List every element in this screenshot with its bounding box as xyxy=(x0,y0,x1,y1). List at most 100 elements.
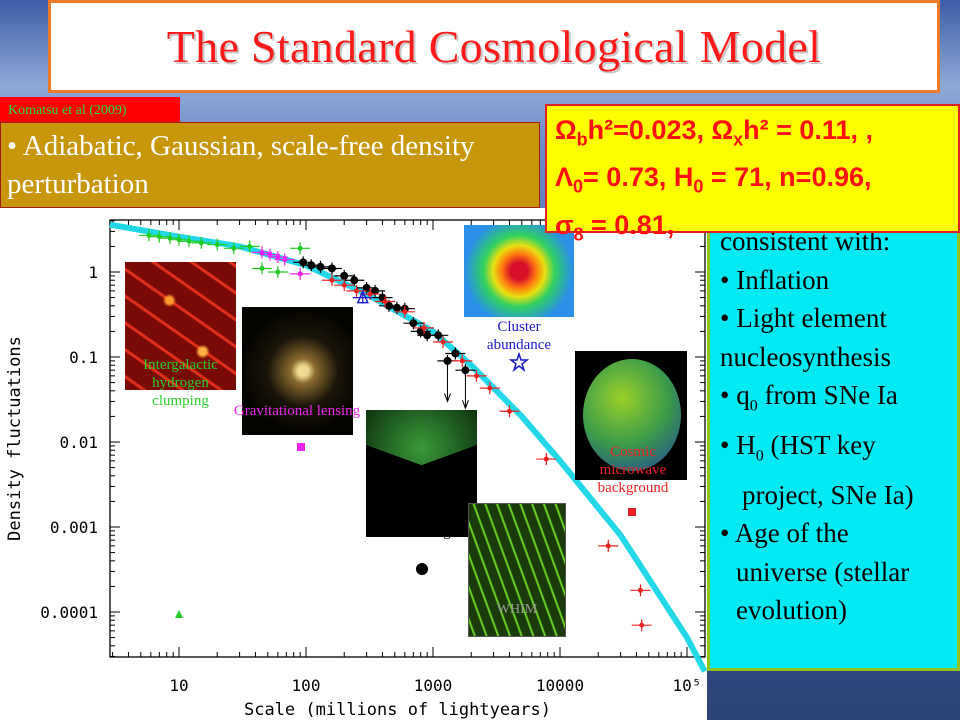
side-line: • Light element xyxy=(720,303,887,333)
y-tick-label: 1 xyxy=(88,263,98,282)
p-text: h² = 0.11, , xyxy=(743,115,873,145)
density-chart: 10 100 1000 10000 10⁵ 1 0.1 0.01 0.001 0.0001 Scal… xyxy=(5,219,708,720)
data-point xyxy=(282,257,288,263)
model-curve xyxy=(109,221,708,673)
data-point xyxy=(423,331,432,340)
data-point xyxy=(340,271,349,280)
x-tick-label: 10 xyxy=(169,676,188,695)
cmb-image xyxy=(575,351,687,480)
p-text: Λ xyxy=(555,162,574,193)
data-point xyxy=(341,282,347,288)
data-point xyxy=(275,254,281,260)
data-point xyxy=(354,288,360,294)
p-text: σ xyxy=(555,209,574,240)
data-point xyxy=(451,349,460,358)
y-tick-label: 0.01 xyxy=(59,433,98,452)
data-point xyxy=(259,249,265,255)
data-point xyxy=(356,289,369,304)
whim-caption: WHIM xyxy=(496,602,538,617)
data-point xyxy=(443,356,452,365)
side-line: nucleosynthesis xyxy=(720,341,891,372)
plot-frame xyxy=(109,219,706,658)
side-line: • H0 (HST key xyxy=(720,429,876,465)
sdss-caption: SDSS galaxy clustering xyxy=(381,506,461,540)
lensing-image xyxy=(242,307,353,435)
x-tick-label: 100 xyxy=(292,676,321,695)
data-point xyxy=(267,252,273,258)
sdss-marker xyxy=(416,563,428,575)
consistency-panel: consistent with: • Inflation • Light ele… xyxy=(707,225,960,671)
slide-title: The Standard Cosmological Model xyxy=(166,21,822,72)
data-point xyxy=(605,543,611,549)
whim-image xyxy=(468,503,566,637)
data-point xyxy=(247,243,253,249)
upper-limit-arrowhead xyxy=(444,393,451,403)
y-tick-label: 0.0001 xyxy=(40,603,98,622)
lya-caption: Intergalactic hydrogen clumping xyxy=(143,357,218,409)
y-tick-label: 0.1 xyxy=(69,348,98,367)
x-axis-label: Scale (millions of lightyears) xyxy=(244,700,551,720)
data-point xyxy=(299,258,308,267)
data-point xyxy=(259,265,265,271)
data-point xyxy=(214,242,220,248)
title-box: The Standard Cosmological Model xyxy=(48,0,940,93)
p-text: h²=0.023, Ω xyxy=(587,115,734,145)
lya-image xyxy=(125,262,236,390)
p-text: = 71, n=0.96, xyxy=(703,162,872,193)
data-point xyxy=(639,622,645,628)
data-point xyxy=(402,309,408,315)
data-point xyxy=(362,283,371,292)
lensing-caption: Gravitational lensing xyxy=(233,403,361,419)
data-point xyxy=(231,245,237,251)
data-point xyxy=(329,277,335,283)
data-point xyxy=(350,276,359,285)
p-text: = 0.73, H xyxy=(583,162,694,193)
x-tick-label: 10000 xyxy=(536,676,584,695)
data-point xyxy=(316,262,325,271)
side-line: • Inflation xyxy=(720,264,830,295)
series-cluster xyxy=(352,289,373,304)
data-point xyxy=(371,286,380,295)
data-point xyxy=(392,303,401,312)
lens-marker xyxy=(297,443,305,451)
cluster-caption: Cluster abundance xyxy=(486,319,552,353)
series-lya xyxy=(138,229,311,278)
p-text: = 0.81, xyxy=(583,209,675,240)
parameters-box: Ωbh²=0.023, Ωxh² = 0.11, , Λ0= 0.73, H0 … xyxy=(545,104,960,244)
p-text: Ω xyxy=(555,115,577,145)
cluster-marker xyxy=(508,351,530,373)
p-sub: x xyxy=(733,129,744,150)
data-point xyxy=(637,587,643,593)
upper-limit-arrowhead xyxy=(461,399,469,410)
lya-marker xyxy=(175,610,183,618)
data-point xyxy=(434,331,443,340)
x-tick-label: 1000 xyxy=(414,676,453,695)
data-point xyxy=(307,261,316,270)
data-point xyxy=(297,271,303,277)
cmb-caption: Cosmic microwave background xyxy=(597,444,669,496)
data-point xyxy=(440,339,446,345)
data-point xyxy=(487,385,493,391)
y-axis-label: Density fluctuations xyxy=(5,336,25,541)
data-point xyxy=(327,264,336,273)
data-point xyxy=(409,319,418,328)
p-sub: 0 xyxy=(573,176,584,197)
side-line: evolution) xyxy=(736,595,847,626)
p-sub: b xyxy=(576,129,588,150)
side-line: project, SNe Ia) xyxy=(742,479,914,510)
data-point xyxy=(506,408,512,414)
cmb-marker xyxy=(628,508,636,516)
data-point xyxy=(186,238,192,244)
data-point xyxy=(421,325,427,331)
data-point xyxy=(459,358,465,364)
data-point xyxy=(473,373,479,379)
cluster-image xyxy=(464,225,574,317)
data-point xyxy=(198,240,204,246)
side-line: • q0 from SNe Ia xyxy=(720,380,898,415)
data-point xyxy=(382,298,388,304)
data-point xyxy=(275,269,281,275)
reference-label: Komatsu et al (2009) xyxy=(0,97,180,125)
p-sub: 8 xyxy=(573,224,584,245)
data-point xyxy=(297,245,303,251)
bullet-main: • Adiabatic, Gaussian, scale-free densit… xyxy=(0,122,540,208)
